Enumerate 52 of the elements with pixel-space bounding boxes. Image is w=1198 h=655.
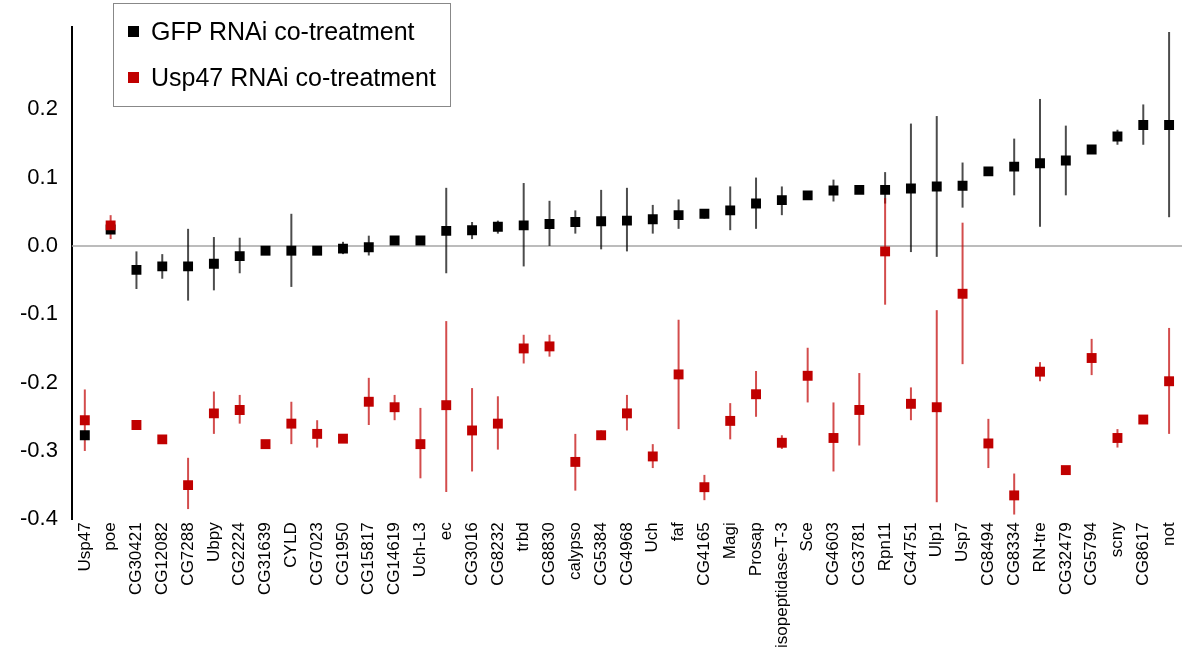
y-tick-label: -0.2	[19, 368, 58, 394]
x-tick-label: poe	[100, 522, 120, 551]
x-tick-label: CG4165	[694, 522, 714, 586]
x-tick-label: CG1950	[332, 522, 352, 586]
x-tick-label: CYLD	[281, 522, 301, 568]
y-tick-label: -0.1	[19, 300, 58, 326]
y-tick-label: 0.1	[27, 163, 58, 189]
x-tick-label: CG4968	[616, 522, 636, 586]
x-tick-label: isopeptidase-T-3	[771, 522, 791, 649]
legend-label: Usp47 RNAi co-treatment	[151, 62, 436, 92]
x-tick-label: Ulp1	[926, 522, 946, 558]
y-tick-label: -0.3	[19, 437, 58, 463]
y-tick-label: 0.0	[27, 231, 58, 257]
x-tick-label: CG5384	[590, 522, 610, 586]
x-tick-label: CG7288	[177, 522, 197, 586]
x-tick-label: ec	[435, 521, 455, 541]
y-tick-label: 0.2	[27, 95, 58, 121]
x-tick-label: CG7023	[306, 522, 326, 586]
x-tick-label: Usp7	[952, 522, 972, 563]
x-tick-label: RN-tre	[1029, 522, 1049, 573]
x-tick-label: CG3781	[848, 522, 868, 586]
legend-label: GFP RNAi co-treatment	[151, 16, 415, 46]
x-tick-label: scny	[1107, 521, 1127, 558]
x-tick-label: Magi	[719, 522, 739, 560]
x-tick-label: CG12082	[151, 522, 171, 596]
x-tick-label: Usp47	[74, 522, 94, 572]
x-tick-label: Uch-L3	[410, 522, 430, 578]
x-tick-label: CG8617	[1132, 522, 1152, 586]
x-tick-label: CG2224	[229, 522, 249, 586]
x-tick-label: Ubpy	[203, 521, 223, 563]
x-tick-label: CG8334	[1003, 522, 1023, 586]
x-tick-label: CG4603	[823, 522, 843, 586]
x-tick-label: Prosap	[745, 522, 765, 577]
x-tick-label: faf	[668, 522, 688, 542]
x-tick-label: Sce	[797, 522, 817, 552]
x-tick-label: calypso	[565, 522, 585, 580]
x-tick-label: Rpn11	[874, 522, 894, 572]
x-tick-label: CG14619	[384, 522, 404, 596]
x-tick-label: CG3016	[461, 522, 481, 586]
x-tick-label: CG4751	[900, 522, 920, 586]
x-tick-label: not	[1158, 522, 1178, 546]
x-tick-label: CG5794	[1081, 522, 1101, 586]
x-tick-label: CG8494	[978, 522, 998, 586]
x-tick-label: CG30421	[126, 522, 146, 596]
x-tick-label: CG32479	[1055, 522, 1075, 596]
x-tick-label: Uch	[642, 522, 662, 553]
x-tick-label: CG31639	[255, 522, 275, 596]
y-tick-label: -0.4	[19, 505, 58, 531]
x-tick-label: CG8830	[539, 522, 559, 586]
x-tick-label: CG8232	[487, 522, 507, 586]
x-tick-label: CG15817	[358, 522, 378, 596]
x-tick-label: trbd	[513, 522, 533, 552]
